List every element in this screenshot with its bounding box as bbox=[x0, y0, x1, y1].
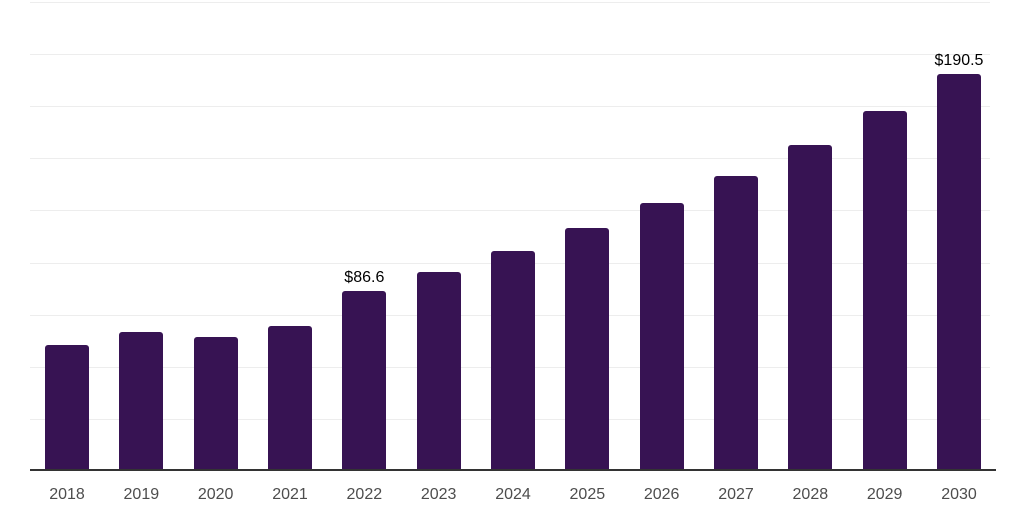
value-label-2030: $190.5 bbox=[934, 51, 984, 69]
gridline bbox=[30, 2, 990, 4]
bar-2029 bbox=[862, 111, 907, 471]
x-axis-line bbox=[30, 469, 996, 471]
bar-2023 bbox=[416, 271, 461, 471]
bar-2019 bbox=[119, 331, 164, 471]
x-tick-2025: 2025 bbox=[569, 486, 606, 503]
x-tick-2020: 2020 bbox=[197, 486, 234, 503]
bar-2020 bbox=[193, 336, 238, 471]
x-tick-2021: 2021 bbox=[272, 486, 308, 503]
x-tick-2026: 2026 bbox=[643, 486, 680, 503]
x-tick-2028: 2028 bbox=[792, 486, 829, 503]
bar-2021 bbox=[267, 326, 312, 471]
gridline bbox=[30, 210, 990, 212]
x-tick-2030: 2030 bbox=[941, 486, 977, 503]
x-tick-2019: 2019 bbox=[123, 486, 160, 503]
bar-2022 bbox=[342, 290, 387, 471]
value-label-2022: $86.6 bbox=[344, 268, 385, 286]
bar-2026 bbox=[639, 203, 684, 471]
gridline bbox=[30, 54, 990, 56]
x-tick-2029: 2029 bbox=[866, 486, 903, 503]
x-tick-2022: 2022 bbox=[346, 486, 383, 503]
x-tick-2018: 2018 bbox=[49, 486, 85, 503]
x-tick-2024: 2024 bbox=[495, 486, 531, 503]
bar-2025 bbox=[565, 228, 610, 471]
bar-2018 bbox=[45, 344, 89, 471]
bar-2028 bbox=[788, 145, 833, 471]
x-tick-2023: 2023 bbox=[420, 486, 457, 503]
x-tick-2027: 2027 bbox=[718, 486, 754, 503]
gridline bbox=[30, 106, 990, 108]
gridline bbox=[30, 158, 990, 160]
bar-2027 bbox=[713, 175, 758, 471]
bar-2024 bbox=[490, 251, 535, 471]
bar-2030 bbox=[936, 73, 981, 471]
